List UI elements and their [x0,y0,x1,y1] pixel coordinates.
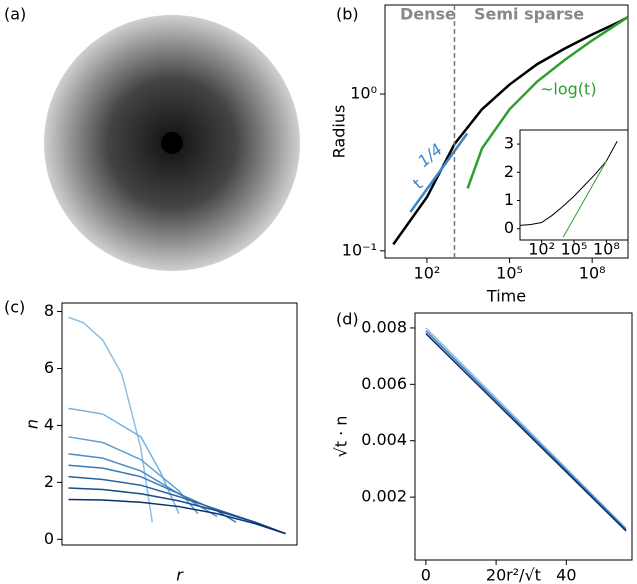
series-line [425,327,627,529]
series-line [68,487,286,535]
x-tick-label: 40 [556,566,576,584]
inset-x-tick-label: 10² [528,240,555,259]
x-axis-label: r [176,566,184,584]
y-axis-label: √t · n [332,416,351,458]
y-axis-label: n [23,419,42,429]
series-line [562,160,607,238]
series-line [409,132,469,213]
y-tick-label: 10⁰ [350,84,377,103]
inset-y-tick-label: 1 [504,190,514,209]
annotation: t [409,174,426,193]
plot-frame [61,302,298,546]
series-line [68,498,286,535]
plot-frame [414,312,633,561]
y-tick-label: 0.006 [361,374,407,393]
y-tick-label: 0.002 [361,487,407,506]
x-axis-label: r²/√t [506,566,541,584]
series-line [68,407,180,514]
series-line [466,15,629,189]
region-label: Dense [400,5,456,24]
series-line [68,464,237,523]
y-tick-label: 0.008 [361,317,407,336]
y-tick-label: 0 [44,529,54,548]
panel-label: (d) [336,310,359,329]
series-line [68,316,154,523]
series-line [425,333,627,532]
center-cluster [161,132,183,154]
inset-x-tick-label: 10⁸ [593,240,620,259]
panel-label: (c) [4,298,25,317]
inset-y-tick-label: 2 [504,162,514,181]
inset-y-tick-label: 0 [504,218,514,237]
y-tick-label: 8 [44,301,54,320]
x-tick-label: 10⁸ [579,264,606,283]
annotation-group: t 1/4 [409,140,446,193]
x-tick-label: 10⁵ [496,264,523,283]
y-axis-label: Radius [330,105,349,159]
annotation-sup: 1/4 [414,140,446,171]
y-tick-label: 6 [44,358,54,377]
series-line [519,141,618,226]
annotation: ~log(t) [540,80,597,99]
y-tick-label: 4 [44,415,54,434]
panel-label: (b) [336,5,359,24]
y-tick-label: 10⁻¹ [342,240,377,259]
panel-label: (a) [4,5,26,24]
inset-frame [519,129,629,241]
x-tick-label: 20 [486,566,506,584]
x-tick-label: 10² [414,264,441,283]
y-tick-label: 2 [44,472,54,491]
series-line [425,330,627,531]
y-tick-label: 0.004 [361,430,407,449]
x-tick-label: 0 [421,566,431,584]
region-label: Semi sparse [474,5,584,24]
inset-x-tick-label: 10⁵ [561,240,588,259]
inset-y-tick-label: 3 [504,134,514,153]
x-axis-label: Time [486,287,526,306]
